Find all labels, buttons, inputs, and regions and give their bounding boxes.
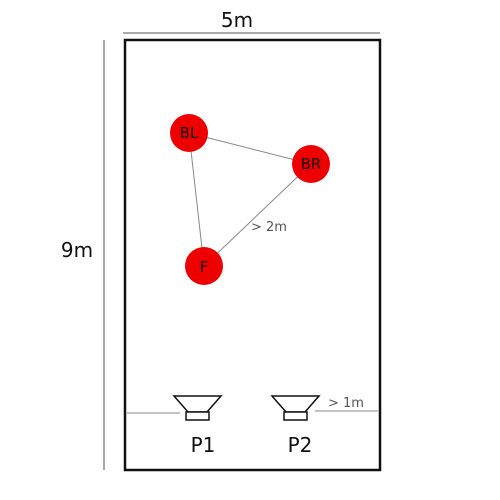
node-bl-circle — [170, 114, 208, 152]
wall-distance-note: > 1m — [328, 396, 364, 411]
height-label: 9m — [61, 238, 93, 262]
line-br-f — [203, 163, 312, 267]
width-label: 5m — [221, 8, 253, 32]
speaker-p1-label: P1 — [191, 433, 216, 457]
speaker-p2-base-icon — [283, 411, 308, 421]
node-bl-label: BL — [180, 124, 199, 142]
node-f: F — [185, 247, 223, 285]
line-bl-br — [188, 132, 312, 165]
speaker-p1-base-icon — [185, 411, 210, 421]
node-f-circle — [185, 247, 223, 285]
room-outline — [123, 38, 382, 472]
node-f-label: F — [200, 258, 209, 276]
triangle-distance-note: > 2m — [251, 220, 287, 235]
node-br-circle — [292, 145, 330, 183]
speaker-p2-label: P2 — [288, 433, 313, 457]
node-br: BR — [292, 145, 330, 183]
speaker-p2: P2 — [270, 395, 321, 457]
speaker-p1-cone-icon — [172, 395, 223, 413]
speaker-p1: P1 — [172, 395, 223, 457]
node-bl: BL — [170, 114, 208, 152]
line-bl-f — [188, 132, 205, 267]
node-br-label: BR — [301, 155, 322, 173]
speaker-p2-cone-icon — [270, 395, 321, 413]
